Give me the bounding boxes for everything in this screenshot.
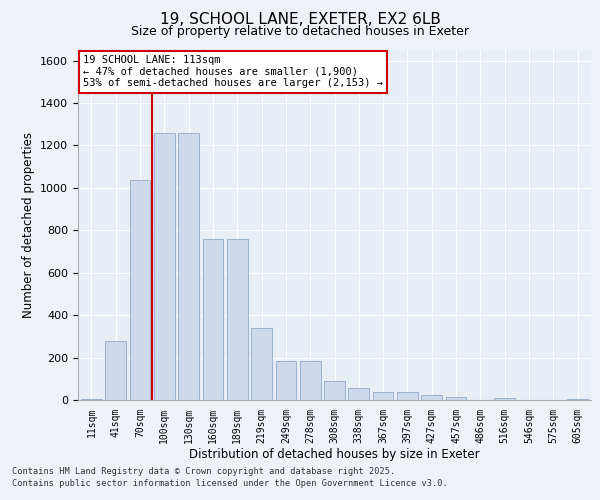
Bar bbox=[154, 132, 175, 400]
Bar bbox=[421, 394, 442, 400]
Text: Size of property relative to detached houses in Exeter: Size of property relative to detached ho… bbox=[131, 25, 469, 38]
Bar bbox=[446, 397, 466, 400]
Bar bbox=[130, 180, 151, 400]
Bar bbox=[324, 381, 345, 400]
Text: Contains public sector information licensed under the Open Government Licence v3: Contains public sector information licen… bbox=[12, 479, 448, 488]
Bar bbox=[494, 398, 515, 400]
Bar bbox=[373, 392, 394, 400]
Bar bbox=[275, 361, 296, 400]
Bar bbox=[81, 399, 102, 400]
X-axis label: Distribution of detached houses by size in Exeter: Distribution of detached houses by size … bbox=[189, 448, 480, 462]
Text: 19 SCHOOL LANE: 113sqm
← 47% of detached houses are smaller (1,900)
53% of semi-: 19 SCHOOL LANE: 113sqm ← 47% of detached… bbox=[83, 56, 383, 88]
Text: 19, SCHOOL LANE, EXETER, EX2 6LB: 19, SCHOOL LANE, EXETER, EX2 6LB bbox=[160, 12, 440, 28]
Bar bbox=[251, 328, 272, 400]
Bar bbox=[178, 132, 199, 400]
Bar bbox=[227, 239, 248, 400]
Bar bbox=[397, 392, 418, 400]
Y-axis label: Number of detached properties: Number of detached properties bbox=[22, 132, 35, 318]
Bar bbox=[300, 361, 320, 400]
Text: Contains HM Land Registry data © Crown copyright and database right 2025.: Contains HM Land Registry data © Crown c… bbox=[12, 468, 395, 476]
Bar bbox=[203, 239, 223, 400]
Bar bbox=[106, 340, 126, 400]
Bar bbox=[349, 388, 369, 400]
